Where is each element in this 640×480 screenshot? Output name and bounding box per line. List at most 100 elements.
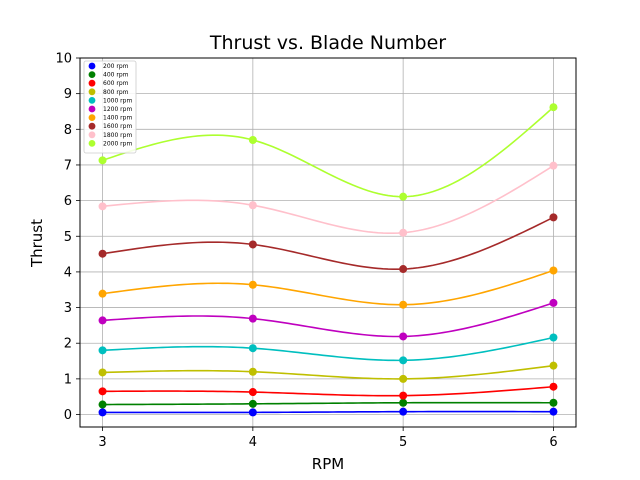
data-point <box>399 332 408 341</box>
y-tick-label: 0 <box>64 408 72 423</box>
x-tick-label: 5 <box>399 435 407 450</box>
series-line <box>102 401 554 406</box>
legend-label: 800 rpm <box>103 89 129 96</box>
series-line <box>102 106 554 198</box>
y-tick-label: 3 <box>64 301 72 316</box>
series-2000-rpm <box>98 103 558 201</box>
x-tick-label: 3 <box>98 435 106 450</box>
series-1800-rpm <box>98 161 558 237</box>
series-400-rpm <box>98 398 558 409</box>
series-800-rpm <box>98 361 558 383</box>
y-tick-label: 5 <box>64 230 72 245</box>
data-point <box>399 398 408 407</box>
y-axis-label: Thrust <box>28 219 46 268</box>
data-point <box>399 300 408 309</box>
data-point <box>549 333 558 342</box>
legend-marker <box>88 79 96 87</box>
legend-frame <box>83 60 137 154</box>
legend-marker <box>88 97 96 104</box>
axis-ticks: 3 4 5 6 0 1 2 3 4 5 6 7 8 9 10 <box>55 52 557 451</box>
legend-marker <box>88 122 96 130</box>
y-tick-label: 1 <box>64 372 72 387</box>
data-point <box>549 298 558 307</box>
legend-label: 1800 rpm <box>103 132 132 139</box>
data-point <box>98 156 107 165</box>
data-point <box>549 103 558 112</box>
legend-label: 400 rpm <box>103 72 129 79</box>
data-point <box>399 356 408 365</box>
series-line <box>102 385 554 397</box>
data-point <box>248 201 257 210</box>
legend-label: 1600 rpm <box>103 123 132 130</box>
data-point <box>248 136 257 144</box>
legend-marker <box>88 140 96 147</box>
data-point <box>98 249 107 258</box>
data-point <box>549 407 558 416</box>
series-1000-rpm <box>98 333 558 365</box>
data-point <box>248 314 257 323</box>
legend-label: 1000 rpm <box>103 97 132 104</box>
series-1200-rpm <box>98 298 558 341</box>
legend-label: 2000 rpm <box>103 140 132 147</box>
series-line <box>102 336 554 362</box>
series-line <box>102 216 554 270</box>
data-point <box>399 374 408 383</box>
legend-label: 1200 rpm <box>103 106 132 113</box>
series-line <box>102 364 554 380</box>
data-point <box>98 368 107 377</box>
y-tick-label: 6 <box>64 194 72 209</box>
data-point <box>248 367 257 376</box>
data-point <box>549 213 558 222</box>
chart-title: Thrust vs. Blade Number <box>209 32 446 54</box>
data-point <box>399 192 408 201</box>
legend-marker <box>88 105 96 113</box>
data-point <box>98 202 107 211</box>
y-tick-label: 2 <box>64 337 72 352</box>
data-point <box>549 266 558 275</box>
y-tick-label: 8 <box>64 123 72 138</box>
data-point <box>549 161 558 170</box>
data-point <box>98 400 107 409</box>
series-line <box>102 302 554 338</box>
series-1600-rpm <box>98 213 558 274</box>
series-200-rpm <box>98 407 558 417</box>
legend-marker <box>88 114 96 121</box>
legend-marker <box>88 88 96 96</box>
legend-marker <box>88 71 96 78</box>
data-point <box>248 280 257 289</box>
x-tick-label: 6 <box>549 435 557 450</box>
data-point <box>399 228 408 237</box>
legend-label: 200 rpm <box>103 63 129 70</box>
data-point <box>98 346 107 355</box>
data-point <box>248 388 257 397</box>
data-point <box>248 344 257 353</box>
series-line <box>102 410 554 414</box>
data-point <box>399 407 408 416</box>
data-point <box>248 408 257 417</box>
data-point <box>98 387 107 396</box>
data-point <box>248 399 257 408</box>
y-tick-label: 4 <box>64 265 72 280</box>
series-lines <box>98 103 558 417</box>
x-axis-label: RPM <box>312 455 344 473</box>
y-tick-label: 10 <box>55 52 72 67</box>
data-point <box>248 240 257 249</box>
series-600-rpm <box>98 382 558 400</box>
x-tick-label: 4 <box>249 435 257 450</box>
legend-label: 600 rpm <box>103 80 129 87</box>
plot-area-frame <box>79 57 577 428</box>
data-point <box>549 382 558 391</box>
data-point <box>549 398 558 407</box>
series-line <box>102 164 554 235</box>
data-point <box>399 265 408 274</box>
data-point <box>98 289 107 298</box>
series-1400-rpm <box>98 266 558 309</box>
series-line <box>102 269 554 306</box>
y-tick-label: 7 <box>64 158 72 173</box>
data-point <box>98 316 107 325</box>
data-point <box>399 391 408 400</box>
legend-marker <box>88 131 96 139</box>
y-tick-label: 9 <box>64 87 72 102</box>
